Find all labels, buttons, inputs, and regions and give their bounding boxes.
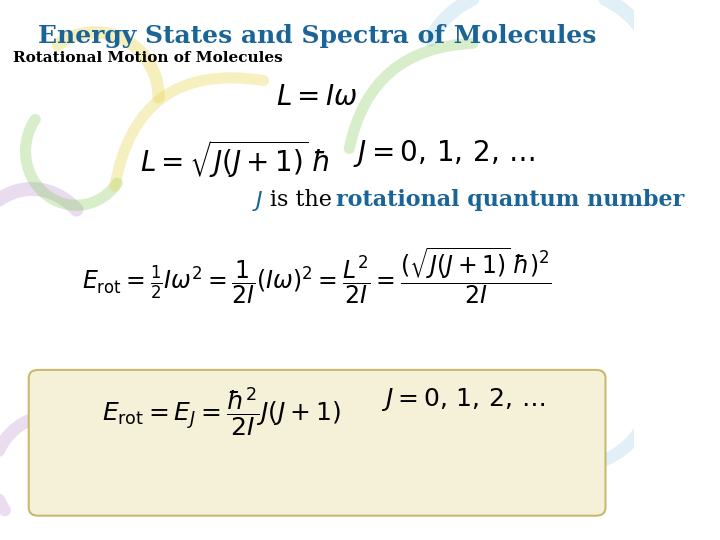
Text: $J = 0,\,1,\,2,\,\ldots$: $J = 0,\,1,\,2,\,\ldots$ bbox=[381, 386, 545, 413]
Text: is the: is the bbox=[269, 189, 338, 211]
Text: $J = 0,\,1,\,2,\,\ldots$: $J = 0,\,1,\,2,\,\ldots$ bbox=[353, 138, 535, 168]
Text: Energy States and Spectra of Molecules: Energy States and Spectra of Molecules bbox=[38, 24, 596, 48]
Text: rotational quantum number: rotational quantum number bbox=[336, 189, 685, 211]
Text: Rotational Motion of Molecules: Rotational Motion of Molecules bbox=[13, 51, 283, 65]
Text: $L = \sqrt{J(J+1)}\,\hbar$: $L = \sqrt{J(J+1)}\,\hbar$ bbox=[140, 138, 329, 179]
Text: $L = I\omega$: $L = I\omega$ bbox=[276, 84, 358, 111]
Text: $E_{\mathrm{rot}} = \frac{1}{2}I\omega^2 = \dfrac{1}{2I}(I\omega)^2 = \dfrac{L^2: $E_{\mathrm{rot}} = \frac{1}{2}I\omega^2… bbox=[82, 246, 552, 307]
Text: $E_{\mathrm{rot}} = E_J = \dfrac{\hbar^2}{2I}J(J+1)$: $E_{\mathrm{rot}} = E_J = \dfrac{\hbar^2… bbox=[102, 386, 341, 439]
FancyBboxPatch shape bbox=[29, 370, 606, 516]
Text: $J$: $J$ bbox=[252, 189, 264, 213]
